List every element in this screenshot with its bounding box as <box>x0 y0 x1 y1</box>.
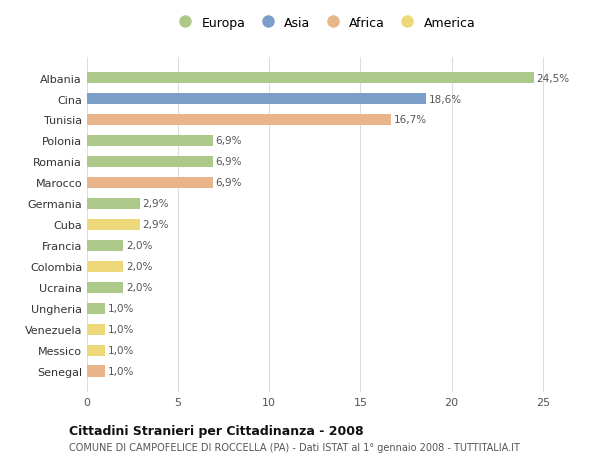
Text: Cittadini Stranieri per Cittadinanza - 2008: Cittadini Stranieri per Cittadinanza - 2… <box>69 425 364 437</box>
Text: 6,9%: 6,9% <box>215 136 242 146</box>
Bar <box>87 198 140 210</box>
Bar <box>87 94 426 105</box>
Text: 1,0%: 1,0% <box>108 366 134 376</box>
Bar <box>87 345 105 356</box>
Bar <box>87 177 213 189</box>
Text: 18,6%: 18,6% <box>429 94 462 104</box>
Bar <box>87 157 213 168</box>
Bar <box>87 73 533 84</box>
Bar <box>87 282 124 293</box>
Bar <box>87 240 124 252</box>
Text: 2,9%: 2,9% <box>143 199 169 209</box>
Text: 1,0%: 1,0% <box>108 346 134 356</box>
Bar <box>87 114 391 126</box>
Text: 1,0%: 1,0% <box>108 304 134 313</box>
Text: 1,0%: 1,0% <box>108 325 134 335</box>
Text: 16,7%: 16,7% <box>394 115 427 125</box>
Bar <box>87 324 105 336</box>
Bar <box>87 219 140 231</box>
Bar <box>87 366 105 377</box>
Text: 6,9%: 6,9% <box>215 178 242 188</box>
Bar <box>87 135 213 147</box>
Text: 24,5%: 24,5% <box>536 73 569 84</box>
Legend: Europa, Asia, Africa, America: Europa, Asia, Africa, America <box>173 17 475 30</box>
Text: COMUNE DI CAMPOFELICE DI ROCCELLA (PA) - Dati ISTAT al 1° gennaio 2008 - TUTTITA: COMUNE DI CAMPOFELICE DI ROCCELLA (PA) -… <box>69 442 520 452</box>
Bar <box>87 261 124 273</box>
Text: 2,0%: 2,0% <box>126 283 152 293</box>
Bar <box>87 303 105 314</box>
Text: 2,0%: 2,0% <box>126 262 152 272</box>
Text: 2,0%: 2,0% <box>126 241 152 251</box>
Text: 6,9%: 6,9% <box>215 157 242 167</box>
Text: 2,9%: 2,9% <box>143 220 169 230</box>
